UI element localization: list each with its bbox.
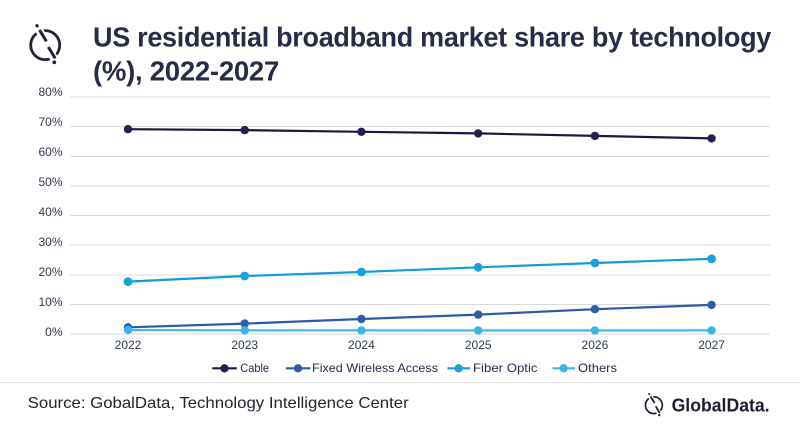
svg-text:Fixed Wireless Access: Fixed Wireless Access xyxy=(312,361,438,375)
svg-text:(%), 2022-2027: (%), 2022-2027 xyxy=(93,56,279,87)
svg-text:US residential broadband marke: US residential broadband market share by… xyxy=(93,22,772,53)
svg-text:Fiber Optic: Fiber Optic xyxy=(473,361,538,375)
svg-text:0%: 0% xyxy=(45,325,63,339)
svg-text:2022: 2022 xyxy=(115,338,142,352)
svg-text:80%: 80% xyxy=(38,85,62,99)
svg-text:2023: 2023 xyxy=(231,338,258,352)
svg-text:Cable: Cable xyxy=(240,361,269,375)
svg-text:20%: 20% xyxy=(38,265,62,279)
svg-text:10%: 10% xyxy=(38,295,62,309)
svg-text:Source: GobalData, Technology: Source: GobalData, Technology Intelligen… xyxy=(28,395,410,412)
svg-text:40%: 40% xyxy=(38,205,62,219)
svg-text:2026: 2026 xyxy=(582,338,609,352)
svg-text:50%: 50% xyxy=(38,175,62,189)
svg-text:30%: 30% xyxy=(38,235,62,249)
svg-text:70%: 70% xyxy=(38,115,62,129)
svg-text:2025: 2025 xyxy=(465,338,492,352)
svg-text:GlobalData.: GlobalData. xyxy=(672,395,770,415)
svg-text:Others: Others xyxy=(578,361,617,375)
svg-text:2027: 2027 xyxy=(698,338,725,352)
svg-text:2024: 2024 xyxy=(348,338,375,352)
svg-text:60%: 60% xyxy=(38,145,62,159)
